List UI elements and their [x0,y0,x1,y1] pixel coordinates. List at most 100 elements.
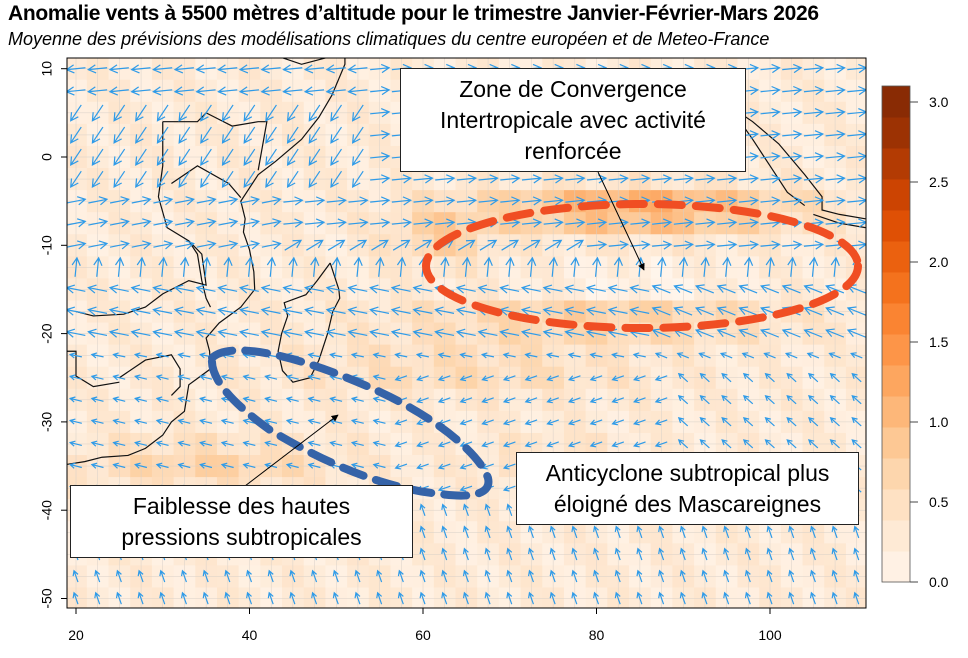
wind-arrow [549,591,556,605]
anomaly-cell [803,610,825,633]
wind-arrow [807,394,819,405]
wind-arrow [350,418,364,425]
wind-arrow [243,148,256,166]
anomaly-cell [109,610,131,633]
x-tick-label: 20 [68,627,84,643]
wind-arrow [721,417,732,427]
wind-arrow [72,591,79,605]
wind-arrow [744,547,751,561]
colorbar-swatch [882,427,910,459]
wind-arrow [243,104,256,122]
wind-arrow [351,170,364,189]
wind-arrow [527,547,534,561]
colorbar-swatch [882,520,910,552]
wind-arrow [396,256,407,277]
wind-arrow [240,218,261,228]
wind-arrow [825,196,846,206]
wind-arrow [847,85,866,96]
wind-arrow [68,462,82,469]
wind-arrow [220,418,234,425]
wind-arrow [67,240,87,250]
wind-arrow [788,591,795,605]
wind-arrow [437,352,451,359]
wind-arrow [350,440,364,447]
colorbar-swatch [882,365,910,397]
wind-arrow [501,239,519,251]
wind-arrow [158,256,168,277]
wind-arrow [760,130,781,140]
wind-arrow [159,591,166,605]
anomaly-cell [43,80,65,103]
wind-arrow [173,86,194,96]
wind-arrow [329,440,343,447]
wind-arrow [175,196,195,206]
wind-arrow [307,440,321,447]
wind-arrow [478,174,499,184]
wind-arrow [786,439,797,449]
wind-arrow [742,394,754,405]
wind-arrow [285,418,299,425]
anomaly-cell [845,366,866,390]
wind-arrow [266,256,277,277]
wind-arrow [86,86,108,96]
wind-arrow [173,64,194,74]
wind-arrow [177,418,191,425]
wind-arrow [435,218,456,228]
wind-arrow [394,463,408,470]
wind-arrow [347,64,368,74]
wind-arrow [586,218,608,228]
wind-arrow [546,441,559,448]
wind-arrow [521,196,543,206]
wind-arrow [679,547,686,561]
anomaly-cell [846,610,868,633]
anomaly-cell [260,610,282,633]
wind-arrow [178,104,191,122]
wind-arrow [673,284,693,294]
wind-arrow [803,152,825,162]
wind-arrow [435,174,456,184]
wind-arrow [542,284,563,294]
wind-arrow [484,503,491,517]
colorbar-swatch [882,334,910,366]
wind-arrow [847,130,866,140]
wind-arrow [764,439,775,449]
wind-arrow [760,284,780,294]
anomaly-cell [43,521,65,544]
wind-arrow [283,196,304,206]
wind-arrow [86,64,108,74]
wind-arrow [806,352,820,359]
wind-arrow [521,218,543,228]
wind-arrow [701,525,708,539]
wind-arrow [70,104,82,122]
wind-arrow [327,239,346,251]
wind-arrow [502,419,516,426]
wind-arrow [67,64,86,74]
wind-arrow [135,170,147,189]
wind-arrow [68,440,82,447]
anomaly-cell [43,300,65,323]
wind-arrow [809,569,816,583]
wind-arrow [308,148,321,166]
wind-arrow [593,591,600,605]
wind-arrow [781,328,801,338]
wind-arrow [130,284,151,294]
wind-arrow [370,196,391,206]
wind-arrow [657,256,667,277]
wind-arrow [264,440,278,447]
wind-arrow [131,240,152,250]
wind-arrow [828,352,841,359]
wind-arrow [351,104,364,122]
wind-arrow [570,256,580,277]
coastline [67,350,120,388]
wind-arrow [135,126,147,144]
wind-arrow [695,240,716,250]
wind-arrow [153,196,174,206]
wind-arrow [589,375,603,382]
anomaly-cell [456,610,478,633]
wind-arrow [330,126,343,144]
wind-arrow [717,218,738,228]
wind-arrow [217,284,238,294]
wind-arrow [738,328,758,338]
wind-arrow [202,591,209,605]
wind-arrow [607,306,628,316]
